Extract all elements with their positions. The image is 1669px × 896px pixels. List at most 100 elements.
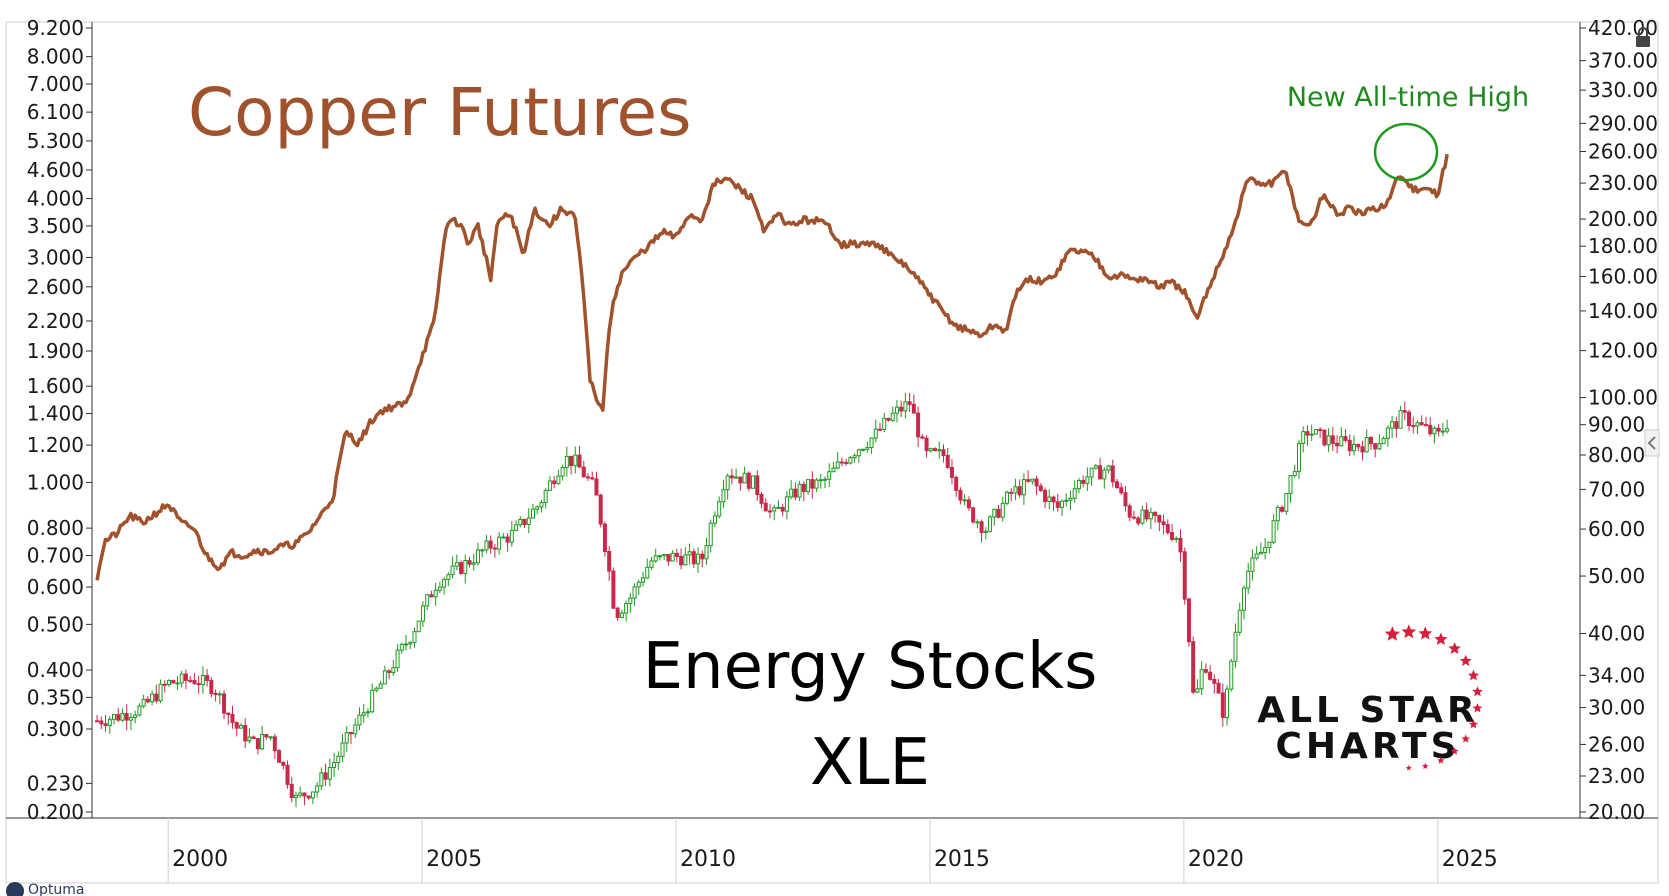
xle-candle [408,640,413,650]
xle-candle [907,392,912,412]
xle-candle [1009,488,1014,502]
xle-candle [162,680,167,693]
xle-candle [404,634,409,651]
xle-candle [1178,529,1183,562]
xle-candle [340,733,345,763]
xle-candle [437,581,442,594]
xle-candle [243,718,248,749]
xle-candle [1081,475,1086,488]
xle-candle [213,689,218,702]
xle-candle [979,519,984,543]
xle-candle [1140,505,1145,525]
xle-candle [1343,429,1348,443]
xle-candle [941,444,946,463]
xle-candle [1186,597,1191,647]
xle-candle [1072,480,1077,503]
x-tick-label: 2005 [426,847,482,872]
logo-star [1405,764,1412,771]
xle-candle [1254,546,1259,561]
xle-candle [509,521,514,547]
xle-candle [1335,435,1340,454]
xle-candle [1089,467,1094,486]
xle-candle [687,543,692,565]
xle-candle [873,419,878,443]
xle-candle [996,505,1001,519]
xle-candle [903,392,908,419]
x-tick-label: 2010 [680,847,736,872]
xle-candle [425,593,430,611]
x-gridlines [167,818,1439,883]
xle-candle [1030,478,1035,485]
logo-star [1450,747,1459,755]
xle-candle [818,474,823,489]
xle-candle [171,679,176,684]
left-tick-label: 1.900 [27,339,84,363]
xle-candle [446,572,451,587]
xle-candle [1191,636,1196,695]
xle-candle [467,556,472,568]
xle-candle [1131,510,1136,520]
xle-candle [1115,478,1120,489]
xle-candle [776,500,781,509]
xle-candle [1093,463,1098,470]
xle-candle [150,690,155,706]
xle-candle [539,500,544,513]
xle-candle [387,669,392,680]
xle-candle [112,713,117,725]
xle-candle [433,582,438,606]
logo-star [1459,654,1472,667]
right-tick-label: 70.00 [1588,477,1645,501]
xle-candle [530,503,535,519]
xle-candle [759,491,764,509]
right-tick-label: 80.00 [1588,443,1645,467]
copper-title: Copper Futures [188,74,692,151]
xle-candle [1432,426,1437,444]
right-tick-label: 90.00 [1588,413,1645,437]
right-tick-label: 120.00 [1588,339,1658,363]
xle-candle [696,547,701,573]
xle-candle [573,446,578,474]
logo-star [1401,624,1417,639]
x-tick-label: 2000 [172,847,228,872]
xle-candle [124,704,129,731]
lock-icon[interactable] [1636,27,1650,47]
xle-candle [1267,541,1272,554]
xle-candle [560,464,565,481]
xle-candle [1398,405,1403,429]
xle-candle [1419,415,1424,426]
right-tick-label: 26.00 [1588,732,1645,756]
xle-candle [1440,422,1445,437]
left-tick-label: 1.600 [27,374,84,398]
xle-candle [916,406,921,448]
xle-candle [662,553,667,560]
left-tick-label: 0.700 [27,543,84,567]
xle-candle [230,705,235,729]
xle-candle [755,470,760,501]
xle-candle [1034,475,1039,496]
xle-candle [712,511,717,528]
optuma-brand: Optuma [6,882,85,896]
left-axis-ticks: 9.200 8.000 7.000 6.100 5.300 4.600 4.000 3.500… [27,16,92,824]
xle-candle [1161,514,1166,535]
xle-candle [217,691,222,705]
left-tick-label: 4.600 [27,158,84,182]
xle-candle [924,435,929,458]
xle-candle [1216,678,1221,694]
xle-candle [590,471,595,481]
xle-candle [370,683,375,714]
logo-line1: ALL STAR [1257,690,1479,731]
xle-candle [708,519,713,553]
xle-candle [543,488,548,509]
xle-candle [586,473,590,481]
xle-candle [442,577,447,595]
xle-candle [899,400,904,417]
xle-candle [983,527,988,540]
xle-candle [632,583,637,606]
all-star-charts-logo: ALL STAR CHARTS [1257,624,1483,771]
collapse-arrow-icon[interactable] [1644,429,1660,457]
xle-candle [839,457,844,467]
xle-candle [412,627,417,648]
xle-candle [535,505,540,515]
xle-candle [1055,493,1060,512]
xle-candle [581,460,586,478]
